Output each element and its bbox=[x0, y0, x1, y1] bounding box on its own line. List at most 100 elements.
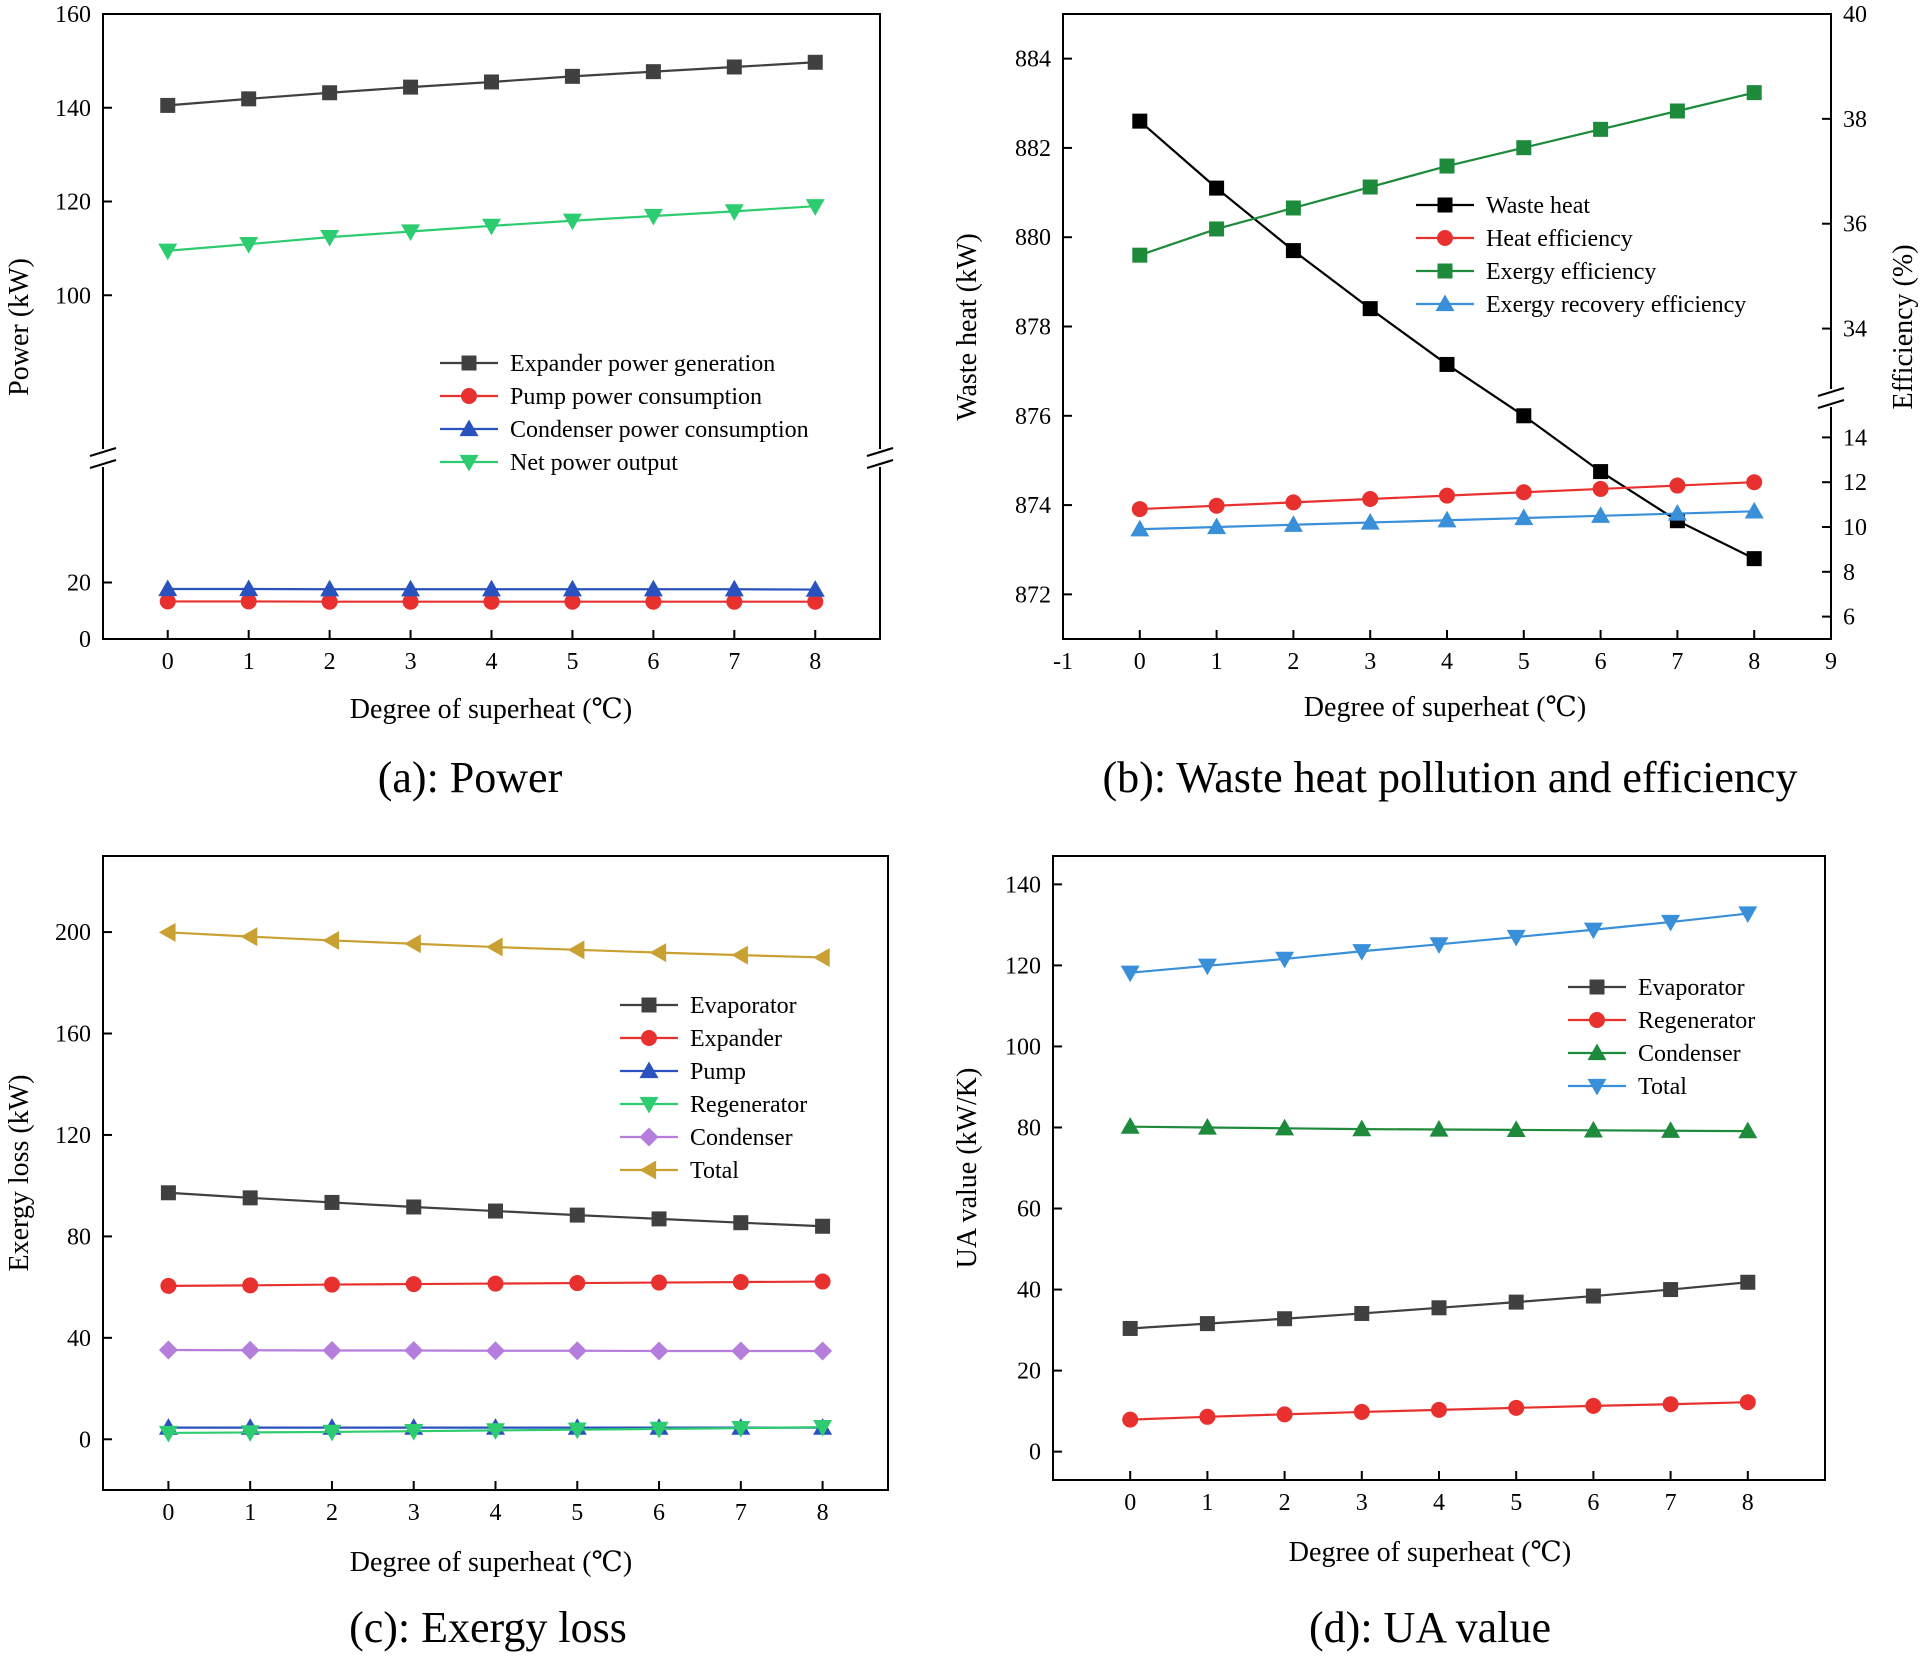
data-point bbox=[158, 243, 178, 261]
data-point bbox=[1277, 1311, 1293, 1327]
data-point bbox=[158, 579, 178, 597]
data-point bbox=[160, 1185, 176, 1201]
y-axis-label: Power (kW) bbox=[4, 258, 35, 396]
y2-tick-label: 38 bbox=[1843, 107, 1867, 133]
data-point bbox=[567, 1422, 587, 1440]
y2-tick-label: 36 bbox=[1843, 212, 1867, 238]
legend-marker bbox=[639, 1061, 659, 1079]
series-expander bbox=[160, 1273, 831, 1294]
data-point bbox=[1738, 1121, 1758, 1139]
y-tick-label: 876 bbox=[1015, 404, 1051, 430]
data-point bbox=[1739, 1394, 1756, 1411]
x-tick-label: 6 bbox=[647, 649, 659, 675]
data-point bbox=[651, 1211, 667, 1227]
x-tick-label: 9 bbox=[1825, 649, 1837, 675]
legend-marker bbox=[461, 388, 477, 404]
data-point bbox=[482, 218, 501, 236]
plot-frame bbox=[1062, 13, 1832, 640]
data-point bbox=[1431, 1401, 1447, 1418]
data-point bbox=[401, 224, 421, 241]
x-tick-label: 1 bbox=[1211, 649, 1223, 675]
panel-caption: (d): UA value bbox=[1309, 1603, 1551, 1652]
y-tick-label: 120 bbox=[55, 1123, 91, 1149]
x-tick-label: 6 bbox=[653, 1500, 665, 1526]
series-net-power-output bbox=[158, 199, 825, 261]
legend-label: Condenser bbox=[1638, 1041, 1741, 1067]
data-point bbox=[1515, 484, 1532, 501]
legend-label: Exergy efficiency bbox=[1486, 259, 1656, 285]
data-point bbox=[1439, 158, 1455, 174]
series-condenser-power-consumption bbox=[158, 579, 825, 597]
data-point bbox=[1199, 1316, 1215, 1332]
data-point bbox=[732, 1274, 749, 1291]
legend-label: Condenser bbox=[690, 1125, 793, 1151]
data-point bbox=[320, 579, 340, 597]
x-axis-label: Degree of superheat (℃) bbox=[1304, 692, 1586, 723]
data-point bbox=[406, 1199, 422, 1215]
data-point bbox=[815, 1218, 831, 1234]
data-point bbox=[1429, 937, 1449, 954]
data-point bbox=[731, 1420, 751, 1438]
x-tick-label: 8 bbox=[1748, 649, 1760, 675]
data-point bbox=[486, 1341, 505, 1361]
legend-marker bbox=[459, 419, 479, 437]
data-point bbox=[1593, 464, 1609, 480]
data-point bbox=[651, 1274, 668, 1291]
data-point bbox=[402, 593, 419, 610]
series-exergy-recovery-efficiency bbox=[1130, 501, 1764, 537]
data-point bbox=[731, 1341, 751, 1361]
legend-label: Expander bbox=[690, 1026, 782, 1052]
data-point bbox=[649, 1341, 669, 1361]
data-point bbox=[1275, 951, 1295, 969]
data-point bbox=[1360, 513, 1380, 530]
series-regenerator bbox=[1122, 1394, 1756, 1428]
x-tick-label: 4 bbox=[1433, 1490, 1445, 1516]
y-tick-label: 100 bbox=[55, 283, 91, 309]
y-tick-label: 880 bbox=[1015, 225, 1051, 251]
data-point bbox=[805, 199, 825, 216]
data-point bbox=[1120, 965, 1140, 983]
y-axis-label: Waste heat (kW) bbox=[952, 233, 983, 420]
x-tick-label: -1 bbox=[1053, 649, 1073, 675]
legend-marker bbox=[1587, 1043, 1607, 1061]
data-point bbox=[403, 79, 419, 95]
data-point bbox=[242, 1190, 258, 1206]
data-point bbox=[1661, 1121, 1681, 1138]
chart-d-ua-value: 0 1 2 3 4 5 6 7 8020406080100120140EvaporatorReg… bbox=[952, 855, 1826, 1652]
y2-tick-label: 8 bbox=[1843, 560, 1855, 586]
data-point bbox=[241, 91, 257, 107]
data-point bbox=[1437, 510, 1457, 528]
y-axis-label: Exergy loss (kW) bbox=[4, 1075, 35, 1272]
y-tick-label: 882 bbox=[1015, 136, 1051, 162]
x-tick-label: 4 bbox=[1441, 649, 1453, 675]
y-tick-label: 100 bbox=[1005, 1034, 1041, 1060]
data-point bbox=[322, 1424, 342, 1442]
data-point bbox=[1593, 121, 1609, 137]
data-point bbox=[564, 68, 580, 84]
chart-b-waste-heat-efficiency: -1 0 1 2 3 4 5 6 7 8 98728748768788808828846810121… bbox=[952, 2, 1919, 802]
data-point bbox=[1669, 477, 1686, 494]
data-point bbox=[1506, 1120, 1526, 1138]
data-point bbox=[1353, 1403, 1370, 1420]
legend-label: Pump power consumption bbox=[510, 384, 762, 410]
x-tick-label: 0 bbox=[162, 1500, 174, 1526]
series-regenerator bbox=[158, 1419, 833, 1443]
data-point bbox=[643, 208, 663, 226]
legend-marker bbox=[1437, 197, 1453, 213]
data-point bbox=[1506, 929, 1526, 947]
legend-marker bbox=[639, 1096, 659, 1114]
data-point bbox=[404, 1341, 424, 1361]
legend: Evaporator Regenerator Condenser Total bbox=[1568, 975, 1755, 1100]
data-point bbox=[1583, 1120, 1603, 1138]
data-point bbox=[482, 579, 501, 597]
data-point bbox=[1275, 1118, 1295, 1136]
data-point bbox=[1362, 179, 1378, 195]
data-point bbox=[569, 1275, 586, 1292]
data-point bbox=[1199, 1408, 1216, 1425]
data-point bbox=[240, 1425, 260, 1442]
data-point bbox=[1352, 1119, 1372, 1137]
legend-marker bbox=[1437, 230, 1453, 246]
legend: Expander power generation Pump power cons… bbox=[440, 351, 809, 476]
data-point bbox=[1209, 180, 1225, 196]
